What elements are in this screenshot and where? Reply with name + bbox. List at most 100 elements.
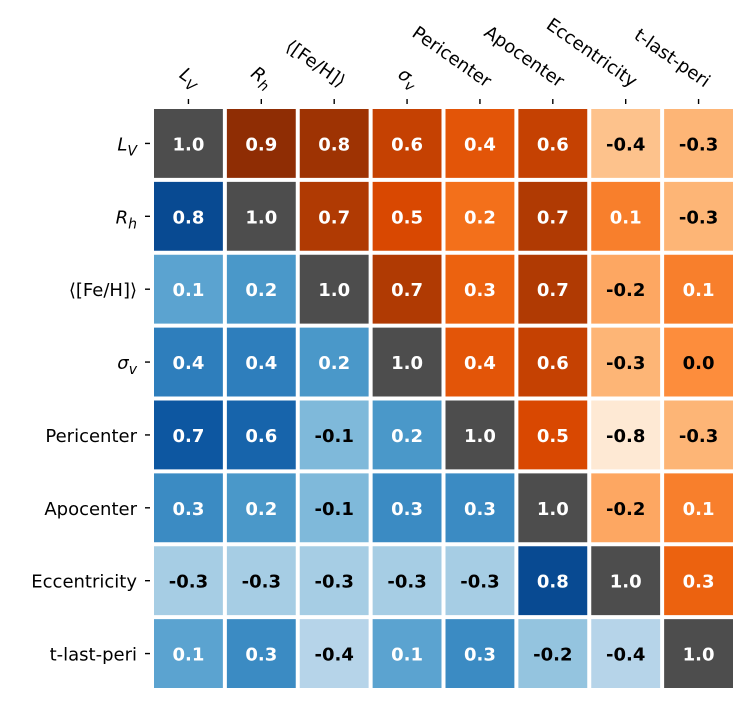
cell-value-label: 0.2 — [245, 280, 277, 301]
x-tick-label: Rh — [245, 63, 277, 96]
cell-value-label: -0.3 — [242, 572, 281, 593]
x-tick-label: t-last-peri — [630, 25, 714, 92]
cell-value-label: 0.7 — [537, 207, 569, 228]
cells-layer: 1.0 0.9 0.8 0.6 0.4 0.6 -0.4 -0.3 0.8 1.0 0.7 0.5 0.… — [154, 109, 733, 688]
cell-value-label: 0.3 — [464, 499, 496, 520]
heatmap-cell-r3-c7 — [664, 327, 733, 397]
cell-value-label: 0.3 — [464, 645, 496, 666]
cell-value-label: 0.1 — [683, 499, 715, 520]
heatmap-cell-r5-c3 — [372, 473, 442, 543]
heatmap-cell-r0-c2 — [299, 109, 369, 178]
heatmap-cell-r2-c5 — [518, 254, 588, 324]
cell-value-label: 0.3 — [391, 499, 423, 520]
heatmap-cell-r3-c3 — [372, 327, 442, 397]
cell-value-label: -0.4 — [315, 645, 354, 666]
heatmap-cell-r7-c0 — [154, 619, 223, 688]
cell-value-label: -0.3 — [679, 134, 718, 155]
heatmap-cell-r4-c5 — [518, 400, 588, 470]
ticks-layer — [145, 99, 700, 655]
heatmap-cell-r7-c3 — [372, 619, 442, 688]
heatmap-cell-r4-c1 — [226, 400, 296, 470]
heatmap-cell-r5-c2 — [299, 473, 369, 543]
cell-value-label: 0.3 — [172, 499, 204, 520]
cell-value-label: -0.4 — [606, 645, 645, 666]
cell-value-label: 0.3 — [683, 572, 715, 593]
cell-value-label: 0.4 — [464, 134, 496, 155]
cell-value-label: 0.6 — [537, 134, 569, 155]
cell-value-label: -0.3 — [606, 353, 645, 374]
cell-value-label: 0.6 — [391, 134, 423, 155]
heatmap-cell-r6-c6 — [591, 546, 661, 616]
cell-value-label: 0.7 — [318, 207, 350, 228]
heatmap-cell-r6-c0 — [154, 546, 223, 616]
cell-value-label: 0.7 — [391, 280, 423, 301]
cell-value-label: 1.0 — [610, 572, 642, 593]
heatmap-cell-r5-c5 — [518, 473, 588, 543]
heatmap-cell-r3-c4 — [445, 327, 515, 397]
cell-value-label: -0.1 — [315, 426, 354, 447]
cell-value-label: -0.4 — [606, 134, 645, 155]
heatmap-cell-r1-c2 — [299, 181, 369, 251]
cell-value-label: -0.3 — [169, 572, 208, 593]
heatmap-cell-r3-c1 — [226, 327, 296, 397]
cell-value-label: -0.3 — [315, 572, 354, 593]
cell-value-label: 1.0 — [318, 280, 350, 301]
x-tick-label: Pericenter — [408, 22, 496, 92]
heatmap-cell-r5-c4 — [445, 473, 515, 543]
cell-value-label: -0.2 — [533, 645, 572, 666]
y-tick-label: t-last-peri — [50, 645, 137, 666]
cell-value-label: 0.2 — [318, 353, 350, 374]
heatmap-cell-r0-c6 — [591, 109, 661, 178]
heatmap-cell-r2-c4 — [445, 254, 515, 324]
heatmap-cell-r1-c6 — [591, 181, 661, 251]
heatmap-cell-r4-c6 — [591, 400, 661, 470]
cell-value-label: -0.8 — [606, 426, 645, 447]
heatmap-cell-r2-c3 — [372, 254, 442, 324]
heatmap-cell-r3-c6 — [591, 327, 661, 397]
cell-value-label: 0.1 — [683, 280, 715, 301]
cell-value-label: 0.6 — [537, 353, 569, 374]
cell-value-label: 0.1 — [172, 280, 204, 301]
heatmap-cell-r5-c0 — [154, 473, 223, 543]
cell-value-label: 0.5 — [537, 426, 569, 447]
heatmap-cell-r6-c5 — [518, 546, 588, 616]
heatmap-cell-r3-c5 — [518, 327, 588, 397]
heatmap-cell-r2-c6 — [591, 254, 661, 324]
cell-value-label: 0.4 — [464, 353, 496, 374]
heatmap-cell-r1-c3 — [372, 181, 442, 251]
cell-value-label: -0.3 — [679, 207, 718, 228]
cell-value-label: -0.2 — [606, 280, 645, 301]
cell-value-label: -0.1 — [315, 499, 354, 520]
x-tick-label: ⟨[Fe/H]⟩ — [282, 36, 350, 92]
cell-value-label: -0.3 — [387, 572, 426, 593]
heatmap-cell-r2-c2 — [299, 254, 369, 324]
heatmap-cell-r4-c2 — [299, 400, 369, 470]
x-tick-label: LV — [173, 64, 205, 97]
heatmap-cell-r1-c0 — [154, 181, 223, 251]
cell-value-label: 0.2 — [391, 426, 423, 447]
cell-value-label: 0.1 — [610, 207, 642, 228]
heatmap-cell-r1-c7 — [664, 181, 733, 251]
cell-value-label: 0.5 — [391, 207, 423, 228]
heatmap-cell-r0-c0 — [154, 109, 223, 178]
cell-value-label: 0.1 — [391, 645, 423, 666]
heatmap-cell-r7-c2 — [299, 619, 369, 688]
heatmap-cell-r0-c3 — [372, 109, 442, 178]
heatmap-cell-r6-c1 — [226, 546, 296, 616]
cell-value-label: 0.7 — [172, 426, 204, 447]
heatmap-cell-r3-c2 — [299, 327, 369, 397]
heatmap-cell-r5-c1 — [226, 473, 296, 543]
heatmap-cell-r1-c1 — [226, 181, 296, 251]
heatmap-cell-r6-c7 — [664, 546, 733, 616]
cell-value-label: 1.0 — [683, 645, 715, 666]
cell-value-label: -0.2 — [606, 499, 645, 520]
heatmap-cell-r7-c4 — [445, 619, 515, 688]
y-tick-label: LV — [117, 134, 138, 159]
heatmap-cell-r0-c5 — [518, 109, 588, 178]
cell-value-label: 0.3 — [245, 645, 277, 666]
y-tick-label: σv — [117, 353, 137, 378]
cell-value-label: 0.6 — [245, 426, 277, 447]
cell-value-label: -0.3 — [679, 426, 718, 447]
